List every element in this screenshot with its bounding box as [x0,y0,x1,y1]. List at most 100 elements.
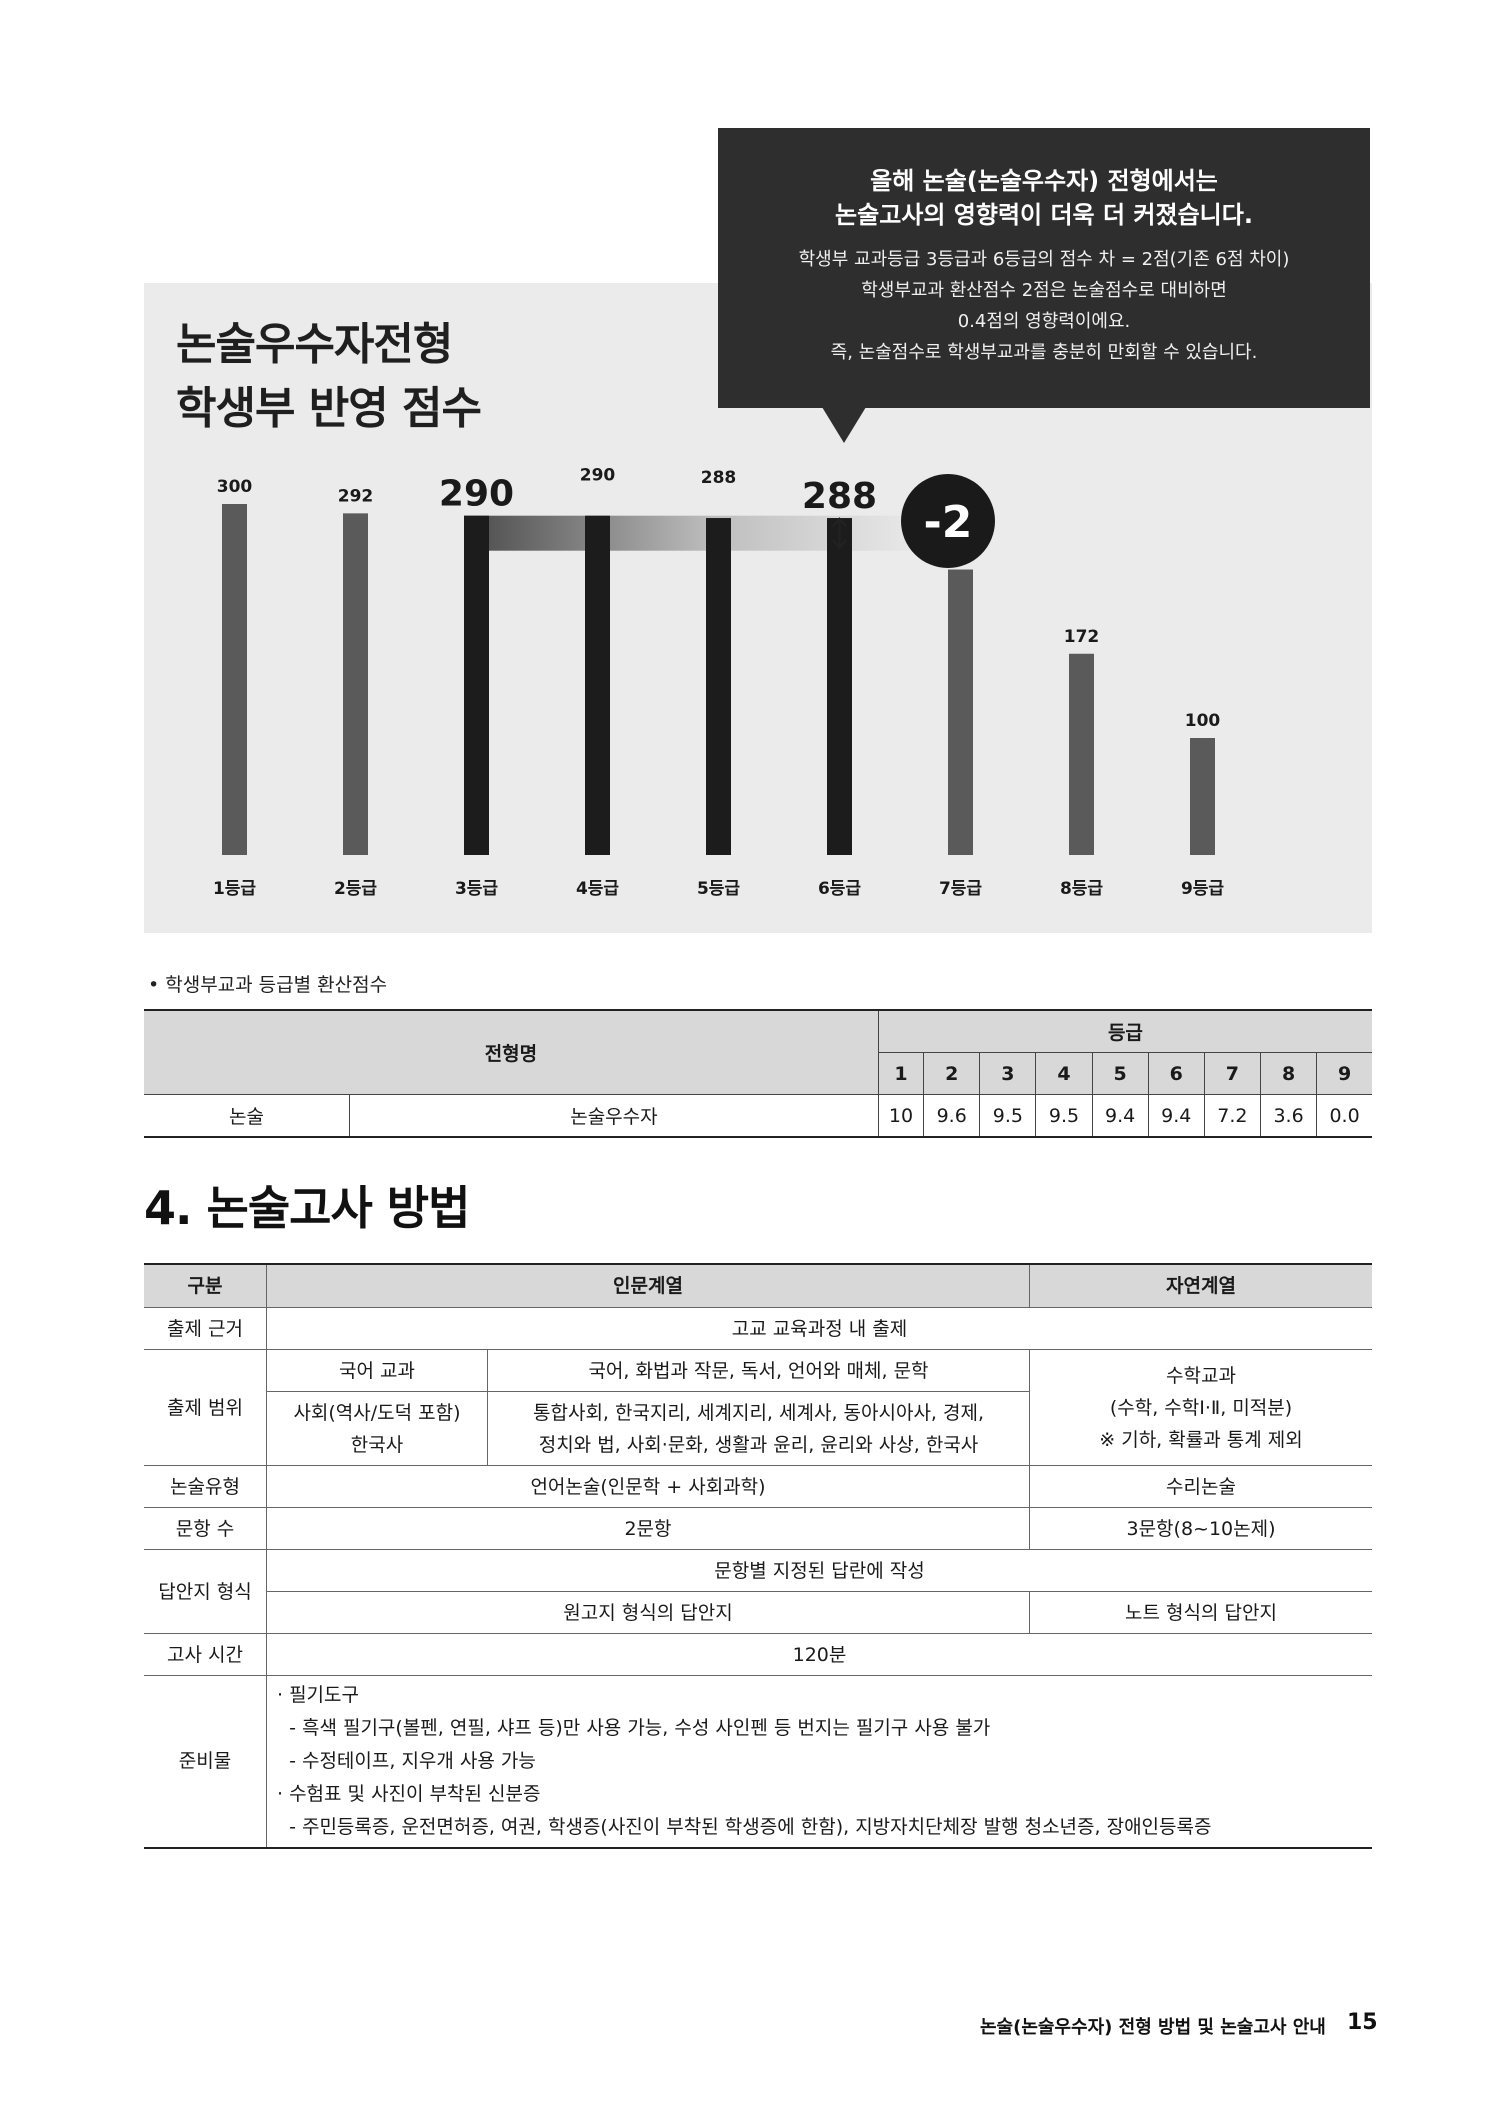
bar-5 [706,518,731,855]
grade-score-4: 9.5 [1035,1094,1093,1138]
basis-value: 고교 교육과정 내 출제 [266,1307,1372,1350]
scope-natural-line3: ※ 기하, 확률과 통계 제외 [1099,1428,1303,1451]
scope-label: 출제 범위 [144,1349,267,1466]
value-label-2: 292 [338,486,374,506]
prep-line: - 주민등록증, 운전면허증, 여권, 학생증(사진이 부착된 학생증에 한함)… [277,1815,1212,1838]
header-type: 전형명 [144,1009,879,1095]
grade-score-9: 0.0 [1316,1094,1372,1138]
prep-line: - 흑색 필기구(볼펜, 연필, 샤프 등)만 사용 가능, 수성 사인펜 등 … [277,1716,991,1739]
grade-header-2: 2 [923,1052,981,1095]
category-label-7: 7등급 [939,879,982,899]
scope-natural-line1: 수학교과 [1166,1364,1236,1387]
value-label-4: 290 [580,466,616,486]
prep-line: - 수정테이프, 지우개 사용 가능 [277,1749,536,1772]
header-category: 구분 [144,1263,267,1308]
prep-line: · 수험표 및 사진이 부착된 신분증 [277,1782,541,1805]
header-grade: 등급 [877,1009,1372,1053]
grade-score-5: 9.4 [1091,1094,1149,1138]
callout-heading-line1: 올해 논술(논술우수자) 전형에서는 [870,167,1218,195]
sheet-natural: 노트 형식의 답안지 [1029,1591,1372,1634]
sheet-humanities: 원고지 형식의 답안지 [266,1591,1030,1634]
category-label-9: 9등급 [1181,879,1224,899]
grade-header-5: 5 [1091,1052,1149,1095]
basis-label: 출제 근거 [144,1307,267,1350]
callout-pointer [822,407,866,443]
grade-score-8: 3.6 [1259,1094,1318,1138]
header-natural: 자연계열 [1029,1263,1372,1308]
count-natural: 3문항(8~10논제) [1029,1507,1372,1550]
grade-score-6: 9.4 [1147,1094,1205,1138]
row-type: 논술우수자 [349,1094,879,1138]
grade-score-7: 7.2 [1203,1094,1261,1138]
value-label-8: 172 [1064,627,1100,647]
category-label-3: 3등급 [455,879,498,899]
row-category: 논술 [144,1094,350,1138]
prep-line: · 필기도구 [277,1683,359,1706]
section-title: 4. 논술고사 방법 [144,1181,470,1235]
time-value: 120분 [266,1633,1372,1676]
grade-score-3: 9.5 [979,1094,1037,1138]
bar-1 [222,504,247,855]
sheet-label: 답안지 형식 [144,1549,267,1634]
chart-title-line2: 학생부 반영 점수 [176,383,482,434]
scope-subject-social-line2: 한국사 [350,1433,404,1456]
chart-title-line1: 논술우수자전형 [176,319,453,370]
grade-header-6: 6 [1147,1052,1205,1095]
scope-value-social-line1: 통합사회, 한국지리, 세계지리, 세계사, 동아시아사, 경제, [533,1401,984,1424]
grade-header-3: 3 [979,1052,1037,1095]
callout-body-line2: 학생부교과 환산점수 2점은 논술점수로 대비하면 [861,280,1227,301]
category-label-6: 6등급 [818,879,861,899]
exam-method-table: 구분 인문계열 자연계열 출제 근거 고교 교육과정 내 출제 출제 범위 국어… [144,1263,1372,1849]
grade-header-4: 4 [1035,1052,1093,1095]
bar-2 [343,513,368,855]
grade-header-7: 7 [1203,1052,1261,1095]
callout-box: 올해 논술(논술우수자) 전형에서는 논술고사의 영향력이 더욱 더 커졌습니다… [718,128,1370,408]
value-label-9: 100 [1185,711,1221,731]
scope-subject-social-line1: 사회(역사/도덕 포함) [293,1401,461,1424]
diff-arrow-icon [831,517,848,550]
bar-6 [827,518,852,855]
grade-score-2: 9.6 [923,1094,981,1138]
prep-list: · 필기도구 - 흑색 필기구(볼펜, 연필, 샤프 등)만 사용 가능, 수성… [266,1675,1372,1848]
value-label-3: 290 [439,474,514,515]
footer-text: 논술(논술우수자) 전형 방법 및 논술고사 안내 [980,2017,1326,2038]
header-humanities: 인문계열 [266,1263,1030,1308]
scope-value-korean: 국어, 화법과 작문, 독서, 언어와 매체, 문학 [487,1349,1030,1392]
bar-8 [1069,653,1094,855]
category-label-4: 4등급 [576,879,619,899]
grade-header-9: 9 [1316,1052,1372,1095]
bar-chart: 3001등급2922등급2903등급2904등급2885등급2886등급2447… [213,466,1224,899]
page-number: 15 [1347,2010,1378,2035]
scope-natural-line2: (수학, 수학Ⅰ·Ⅱ, 미적분) [1109,1396,1293,1419]
callout-body-line4: 즉, 논술점수로 학생부교과를 충분히 만회할 수 있습니다. [830,342,1258,363]
scope-value-social: 통합사회, 한국지리, 세계지리, 세계사, 동아시아사, 경제, 정치와 법,… [487,1391,1030,1466]
bar-7 [948,569,973,855]
value-label-1: 300 [217,477,253,497]
prep-label: 준비물 [144,1675,267,1848]
type-label: 논술유형 [144,1465,267,1508]
callout-heading-line2: 논술고사의 영향력이 더욱 더 커졌습니다. [835,201,1253,229]
sheet-common: 문항별 지정된 답란에 작성 [266,1549,1372,1592]
type-humanities: 언어논술(인문학 + 사회과학) [266,1465,1030,1508]
scope-value-social-line2: 정치와 법, 사회·문화, 생활과 윤리, 윤리와 사상, 한국사 [538,1433,979,1456]
bar-3 [464,515,489,855]
table-note: • 학생부교과 등급별 환산점수 [148,974,388,996]
scope-natural: 수학교과 (수학, 수학Ⅰ·Ⅱ, 미적분) ※ 기하, 확률과 통계 제외 [1029,1349,1372,1466]
bar-4 [585,515,610,855]
diff-badge-label: -2 [924,497,973,548]
value-label-5: 288 [701,468,737,488]
grade-header-1: 1 [878,1052,925,1095]
value-label-6: 288 [802,476,877,517]
time-label: 고사 시간 [144,1633,267,1676]
count-humanities: 2문항 [266,1507,1030,1550]
grade-header-8: 8 [1259,1052,1318,1095]
category-label-5: 5등급 [697,879,740,899]
category-label-1: 1등급 [213,879,256,899]
scope-subject-korean: 국어 교과 [266,1349,488,1392]
callout-body-line3: 0.4점의 영향력이에요. [957,311,1131,332]
category-label-8: 8등급 [1060,879,1103,899]
diff-badge [901,474,995,568]
scope-subject-social: 사회(역사/도덕 포함) 한국사 [266,1391,488,1466]
bar-9 [1190,738,1215,855]
